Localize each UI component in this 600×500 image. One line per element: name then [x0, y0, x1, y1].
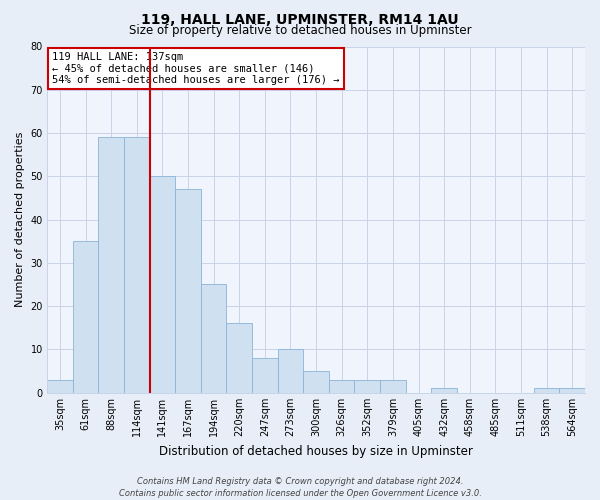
- Text: 119, HALL LANE, UPMINSTER, RM14 1AU: 119, HALL LANE, UPMINSTER, RM14 1AU: [141, 12, 459, 26]
- Bar: [355, 380, 380, 392]
- Bar: [226, 324, 252, 392]
- Bar: [329, 380, 355, 392]
- Y-axis label: Number of detached properties: Number of detached properties: [15, 132, 25, 307]
- Bar: [303, 371, 329, 392]
- Bar: [431, 388, 457, 392]
- Text: Size of property relative to detached houses in Upminster: Size of property relative to detached ho…: [128, 24, 472, 37]
- Bar: [124, 138, 149, 392]
- Bar: [534, 388, 559, 392]
- Bar: [98, 138, 124, 392]
- Bar: [149, 176, 175, 392]
- Bar: [278, 350, 303, 393]
- X-axis label: Distribution of detached houses by size in Upminster: Distribution of detached houses by size …: [159, 444, 473, 458]
- Text: Contains HM Land Registry data © Crown copyright and database right 2024.
Contai: Contains HM Land Registry data © Crown c…: [119, 476, 481, 498]
- Bar: [559, 388, 585, 392]
- Bar: [47, 380, 73, 392]
- Bar: [201, 284, 226, 393]
- Bar: [73, 241, 98, 392]
- Bar: [175, 190, 201, 392]
- Bar: [252, 358, 278, 392]
- Text: 119 HALL LANE: 137sqm
← 45% of detached houses are smaller (146)
54% of semi-det: 119 HALL LANE: 137sqm ← 45% of detached …: [52, 52, 340, 85]
- Bar: [380, 380, 406, 392]
